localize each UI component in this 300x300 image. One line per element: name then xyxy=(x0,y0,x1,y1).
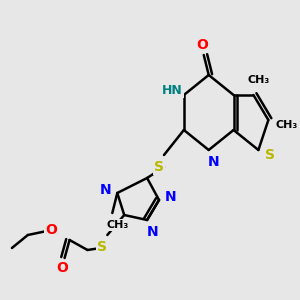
Text: CH₃: CH₃ xyxy=(106,220,128,230)
Text: HN: HN xyxy=(162,83,182,97)
Text: S: S xyxy=(154,160,164,174)
Text: S: S xyxy=(265,148,275,162)
Text: O: O xyxy=(57,261,69,275)
Text: N: N xyxy=(146,225,158,239)
Text: S: S xyxy=(98,240,107,254)
Text: O: O xyxy=(46,223,58,237)
Text: CH₃: CH₃ xyxy=(247,75,269,85)
Text: N: N xyxy=(208,155,220,169)
Text: N: N xyxy=(100,183,111,197)
Text: N: N xyxy=(165,190,177,204)
Text: O: O xyxy=(196,38,208,52)
Text: CH₃: CH₃ xyxy=(275,120,297,130)
